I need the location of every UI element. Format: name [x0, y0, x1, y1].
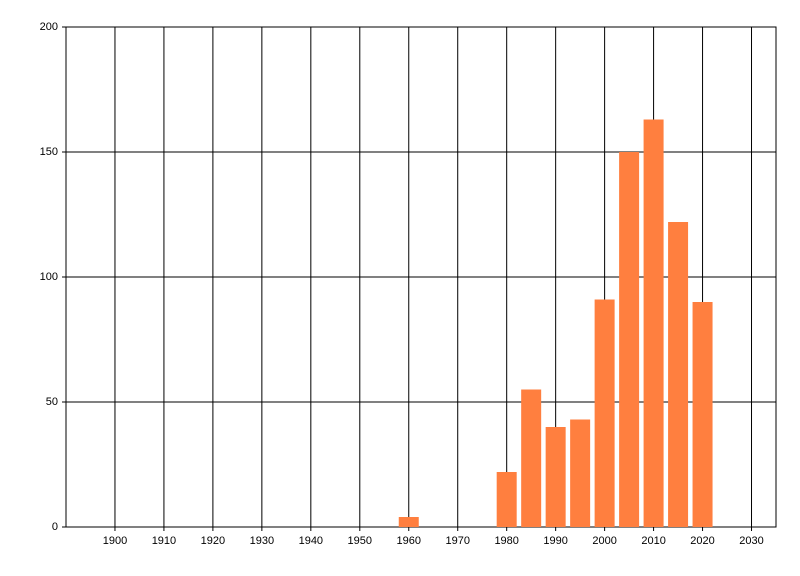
bar: [594, 299, 615, 527]
x-tick-label: 1940: [299, 535, 323, 547]
y-tick-label: 200: [40, 21, 58, 33]
bar: [570, 419, 591, 527]
x-tick-label: 2020: [690, 535, 714, 547]
bar: [619, 152, 640, 527]
x-tick-label: 1950: [348, 535, 372, 547]
bar: [521, 389, 542, 527]
x-tick-label: 1980: [494, 535, 518, 547]
x-tick-label: 1990: [543, 535, 567, 547]
bar: [668, 222, 689, 527]
bar: [545, 427, 566, 527]
x-tick-label: 2030: [739, 535, 763, 547]
bar: [398, 517, 419, 527]
x-tick-label: 1910: [152, 535, 176, 547]
x-tick-label: 1960: [397, 535, 421, 547]
y-tick-label: 50: [46, 396, 58, 408]
x-tick-label: 1970: [445, 535, 469, 547]
x-tick-label: 1900: [103, 535, 127, 547]
y-tick-label: 0: [52, 521, 58, 533]
bar: [643, 119, 664, 527]
bar: [692, 302, 713, 527]
y-tick-label: 100: [40, 271, 58, 283]
bar: [496, 472, 517, 527]
x-tick-label: 2000: [592, 535, 616, 547]
x-tick-label: 1920: [201, 535, 225, 547]
x-tick-label: 1930: [250, 535, 274, 547]
y-tick-label: 150: [40, 146, 58, 158]
x-tick-label: 2010: [641, 535, 665, 547]
